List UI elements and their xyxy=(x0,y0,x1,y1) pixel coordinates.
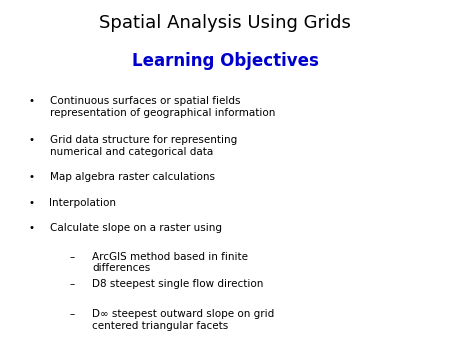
Text: Spatial Analysis Using Grids: Spatial Analysis Using Grids xyxy=(99,14,351,31)
Text: –: – xyxy=(69,309,75,319)
Text: Grid data structure for representing
numerical and categorical data: Grid data structure for representing num… xyxy=(50,135,237,157)
Text: •: • xyxy=(28,96,35,106)
Text: Continuous surfaces or spatial fields
representation of geographical information: Continuous surfaces or spatial fields re… xyxy=(50,96,275,118)
Text: –: – xyxy=(69,252,75,262)
Text: Map algebra raster calculations: Map algebra raster calculations xyxy=(50,172,215,183)
Text: •: • xyxy=(28,223,35,233)
Text: D8 steepest single flow direction: D8 steepest single flow direction xyxy=(92,279,264,289)
Text: D∞ steepest outward slope on grid
centered triangular facets: D∞ steepest outward slope on grid center… xyxy=(92,309,274,331)
Text: Learning Objectives: Learning Objectives xyxy=(131,52,319,70)
Text: •: • xyxy=(28,198,35,208)
Text: •: • xyxy=(28,172,35,183)
Text: –: – xyxy=(69,279,75,289)
Text: •: • xyxy=(28,135,35,145)
Text: ArcGIS method based in finite
differences: ArcGIS method based in finite difference… xyxy=(92,252,248,273)
Text: Calculate slope on a raster using: Calculate slope on a raster using xyxy=(50,223,221,233)
Text: Interpolation: Interpolation xyxy=(50,198,117,208)
